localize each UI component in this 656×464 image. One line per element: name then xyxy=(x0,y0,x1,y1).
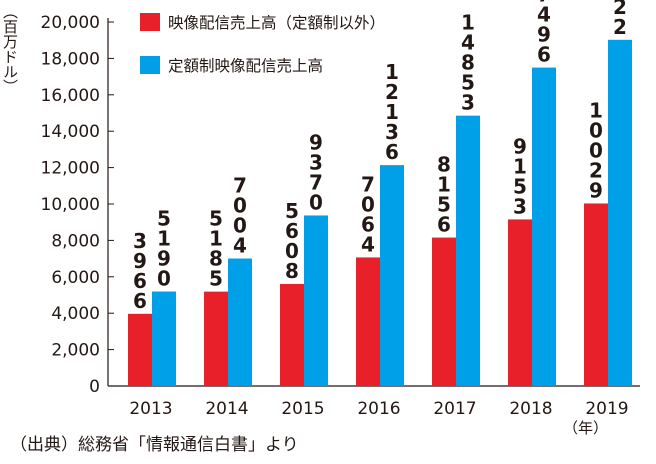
bar-non-subscription xyxy=(128,313,152,386)
bar-non-subscription xyxy=(280,283,304,386)
legend-item-non-subscription: 映像配信売上高（定額制以外） xyxy=(140,12,385,32)
y-tick-label: 14,000 xyxy=(41,122,100,142)
x-tick-label: 2014 xyxy=(205,399,248,419)
bar-non-subscription xyxy=(204,291,228,386)
y-tick-label: 12,000 xyxy=(41,159,100,179)
legend-label-non-subscription: 映像配信売上高（定額制以外） xyxy=(168,14,386,32)
bar-subscription xyxy=(532,67,556,386)
bar-non-subscription xyxy=(584,203,608,386)
bar-subscription xyxy=(228,258,252,386)
source-note: （出典）総務省「情報通信白書」より xyxy=(10,435,299,455)
bar-non-subscription xyxy=(356,257,380,386)
data-label-subscription: 17496 xyxy=(537,0,551,67)
y-tick-label: 8,000 xyxy=(51,231,100,251)
y-tick-label: 2,000 xyxy=(51,341,100,361)
y-tick-label: 20,000 xyxy=(41,13,100,33)
y-axis-label: （百万ドル） xyxy=(1,4,19,94)
bar-subscription xyxy=(152,291,176,386)
bar-subscription xyxy=(608,39,632,387)
x-tick-label: 2013 xyxy=(129,399,172,419)
x-tick-label: 2017 xyxy=(433,399,476,419)
bar-non-subscription xyxy=(432,237,456,386)
x-tick-label: 2019 xyxy=(585,399,628,419)
bar-subscription xyxy=(304,215,328,386)
y-tick-label: 10,000 xyxy=(41,195,100,215)
legend-label-subscription: 定額制映像配信売上高 xyxy=(168,57,324,75)
x-axis-unit: （年） xyxy=(563,419,609,437)
x-tick-label: 2018 xyxy=(509,399,552,419)
y-tick-label: 16,000 xyxy=(41,86,100,106)
bar-subscription xyxy=(380,165,404,386)
y-tick-label: 4,000 xyxy=(51,304,100,324)
data-label-subscription: 19022 xyxy=(613,0,627,39)
bar-subscription xyxy=(456,115,480,386)
bar-non-subscription xyxy=(508,219,532,386)
x-tick-label: 2016 xyxy=(357,399,400,419)
legend-swatch-non-subscription xyxy=(140,13,160,31)
x-tick-label: 2015 xyxy=(281,399,324,419)
y-tick-label: 6,000 xyxy=(51,268,100,288)
y-tick-label: 18,000 xyxy=(41,49,100,69)
y-tick-label: 0 xyxy=(89,377,100,397)
legend-swatch-subscription xyxy=(140,56,160,74)
legend-item-subscription: 定額制映像配信売上高 xyxy=(140,55,323,75)
